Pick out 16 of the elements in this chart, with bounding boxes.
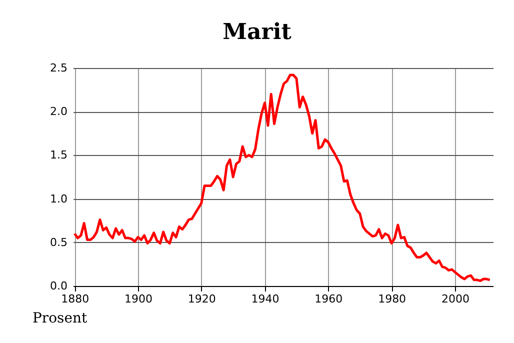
y-tick-label: 1.5: [50, 148, 68, 162]
y-tick-label: 0.5: [50, 236, 68, 249]
chart-title: Marit: [222, 19, 292, 45]
y-tick-label: 2.5: [50, 62, 68, 74]
x-tick-label: 1920: [188, 292, 216, 306]
y-tick-label: 1.0: [50, 192, 68, 206]
x-tick-label: 1900: [124, 292, 152, 306]
x-tick-label: 2000: [441, 292, 470, 306]
y-tick-label: 0.0: [50, 280, 68, 292]
x-tick-label: 1980: [378, 292, 406, 306]
y-tick-label: 2.0: [50, 105, 68, 118]
x-tick-label: 1960: [314, 292, 343, 306]
line-series: [73, 74, 492, 282]
y-axis-title: Prosent: [32, 310, 88, 326]
x-tick-label: 1880: [61, 292, 90, 306]
x-tick-label: 1940: [251, 292, 280, 306]
